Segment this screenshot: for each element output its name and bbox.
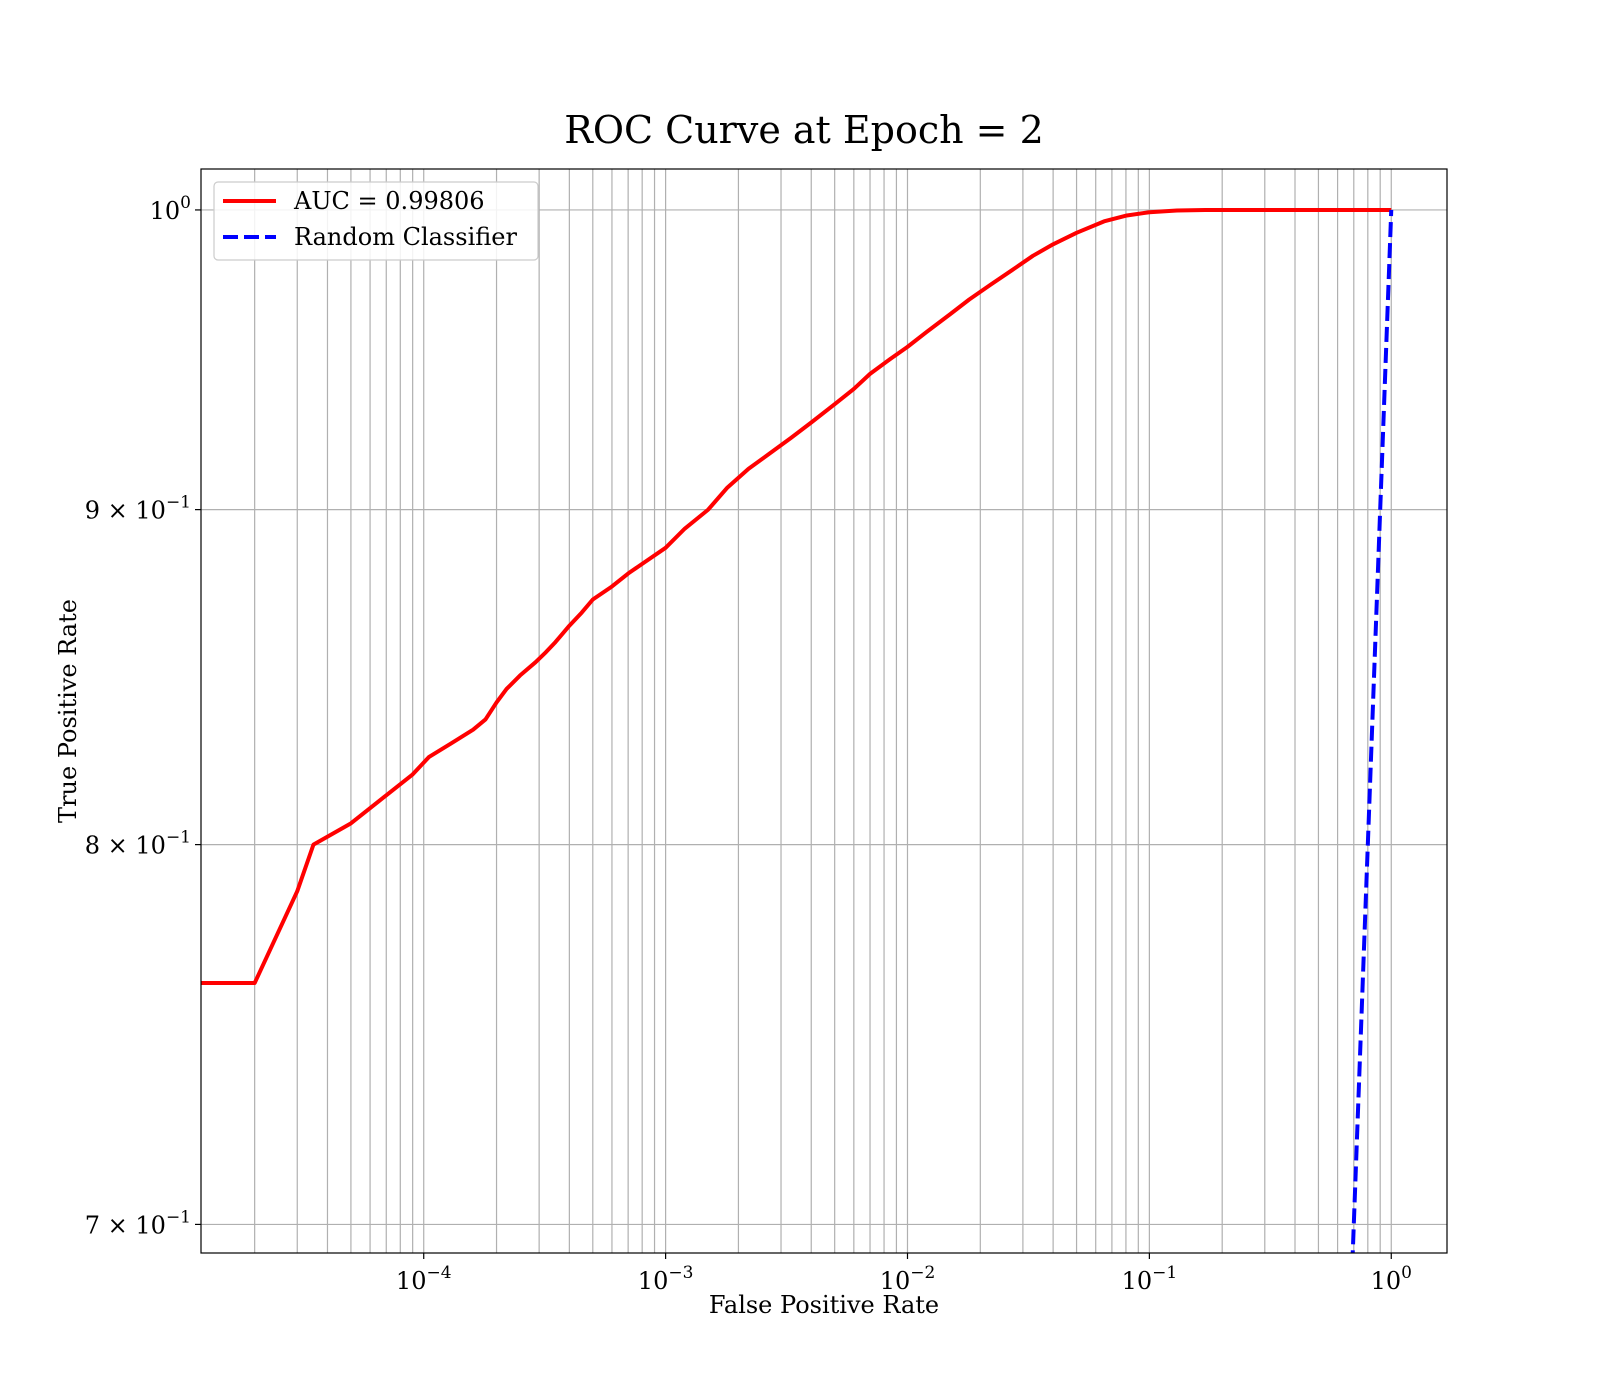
- x-axis-label: False Positive Rate: [709, 1291, 939, 1319]
- random-classifier-line: [1350, 209, 1394, 1253]
- x-tick-label: 10−2: [880, 1263, 936, 1295]
- y-tick-label: 7 × 10−1: [85, 1207, 191, 1239]
- x-tick-label: 10−3: [638, 1263, 694, 1295]
- y-axis-label: True Positive Rate: [54, 599, 82, 823]
- legend: AUC = 0.99806 Random Classifier: [213, 181, 539, 261]
- legend-label-auc: AUC = 0.99806: [293, 187, 485, 215]
- y-tick-label: 100: [150, 193, 191, 225]
- chart-title: ROC Curve at Epoch = 2: [564, 108, 1044, 152]
- grid: [201, 169, 1447, 1253]
- plot-frame: [200, 168, 1448, 1254]
- legend-box: [213, 181, 539, 261]
- x-tick-label: 10−4: [396, 1263, 452, 1295]
- y-tick-label: 8 × 10−1: [85, 828, 191, 860]
- roc-curve-line: [201, 207, 1392, 986]
- x-tick-label: 100: [1371, 1263, 1412, 1295]
- x-tick-labels: 10−4 10−3 10−2 10−1 100: [396, 1253, 1412, 1295]
- series-layer: [201, 207, 1394, 1253]
- x-tick-label: 10−1: [1122, 1263, 1178, 1295]
- y-tick-label: 9 × 10−1: [85, 493, 191, 525]
- legend-label-random: Random Classifier: [294, 223, 517, 251]
- y-tick-labels: 100 9 × 10−1 8 × 10−1 7 × 10−1: [85, 193, 201, 1239]
